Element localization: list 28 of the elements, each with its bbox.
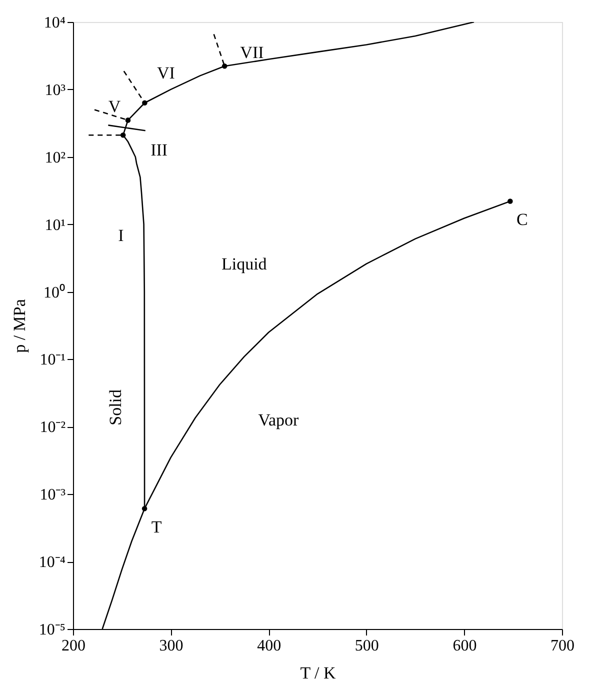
annotation: Vapor [258, 410, 300, 430]
annotation: C [516, 210, 528, 230]
x-tick-label: 700 [550, 638, 574, 654]
annotation: Liquid [221, 254, 268, 274]
y-tick-label: 10⁰ [44, 283, 66, 302]
x-tick-label: 500 [354, 638, 379, 654]
annotation: III [150, 140, 168, 160]
annotation: VII [240, 42, 264, 62]
annotation: V [108, 96, 122, 116]
annotation: I [118, 226, 124, 245]
y-tick-label: 10⁴ [44, 14, 66, 32]
y-tick-label: 10³ [44, 82, 66, 99]
annotation: Solid [106, 388, 126, 426]
x-tick-label: 600 [452, 638, 477, 654]
y-axis-title: p / MPa [10, 298, 29, 353]
y-tick-label: 10⁻⁵ [38, 622, 66, 638]
y-tick-label: 10⁻³ [40, 486, 66, 504]
x-tick-label: 300 [159, 638, 184, 654]
y-tick-label: 10⁻¹ [40, 352, 66, 369]
y-tick-label: 10⁻² [40, 419, 66, 436]
x-tick-label: 200 [62, 638, 86, 654]
y-tick-label: 10¹ [44, 216, 66, 234]
annotation: VI [156, 64, 176, 83]
annotation: T [151, 518, 162, 537]
x-axis-title: T / K [300, 664, 337, 682]
y-tick-label: 10⁻⁴ [38, 554, 66, 572]
x-tick-label: 400 [257, 638, 282, 654]
y-tick-label: 10² [44, 149, 66, 166]
